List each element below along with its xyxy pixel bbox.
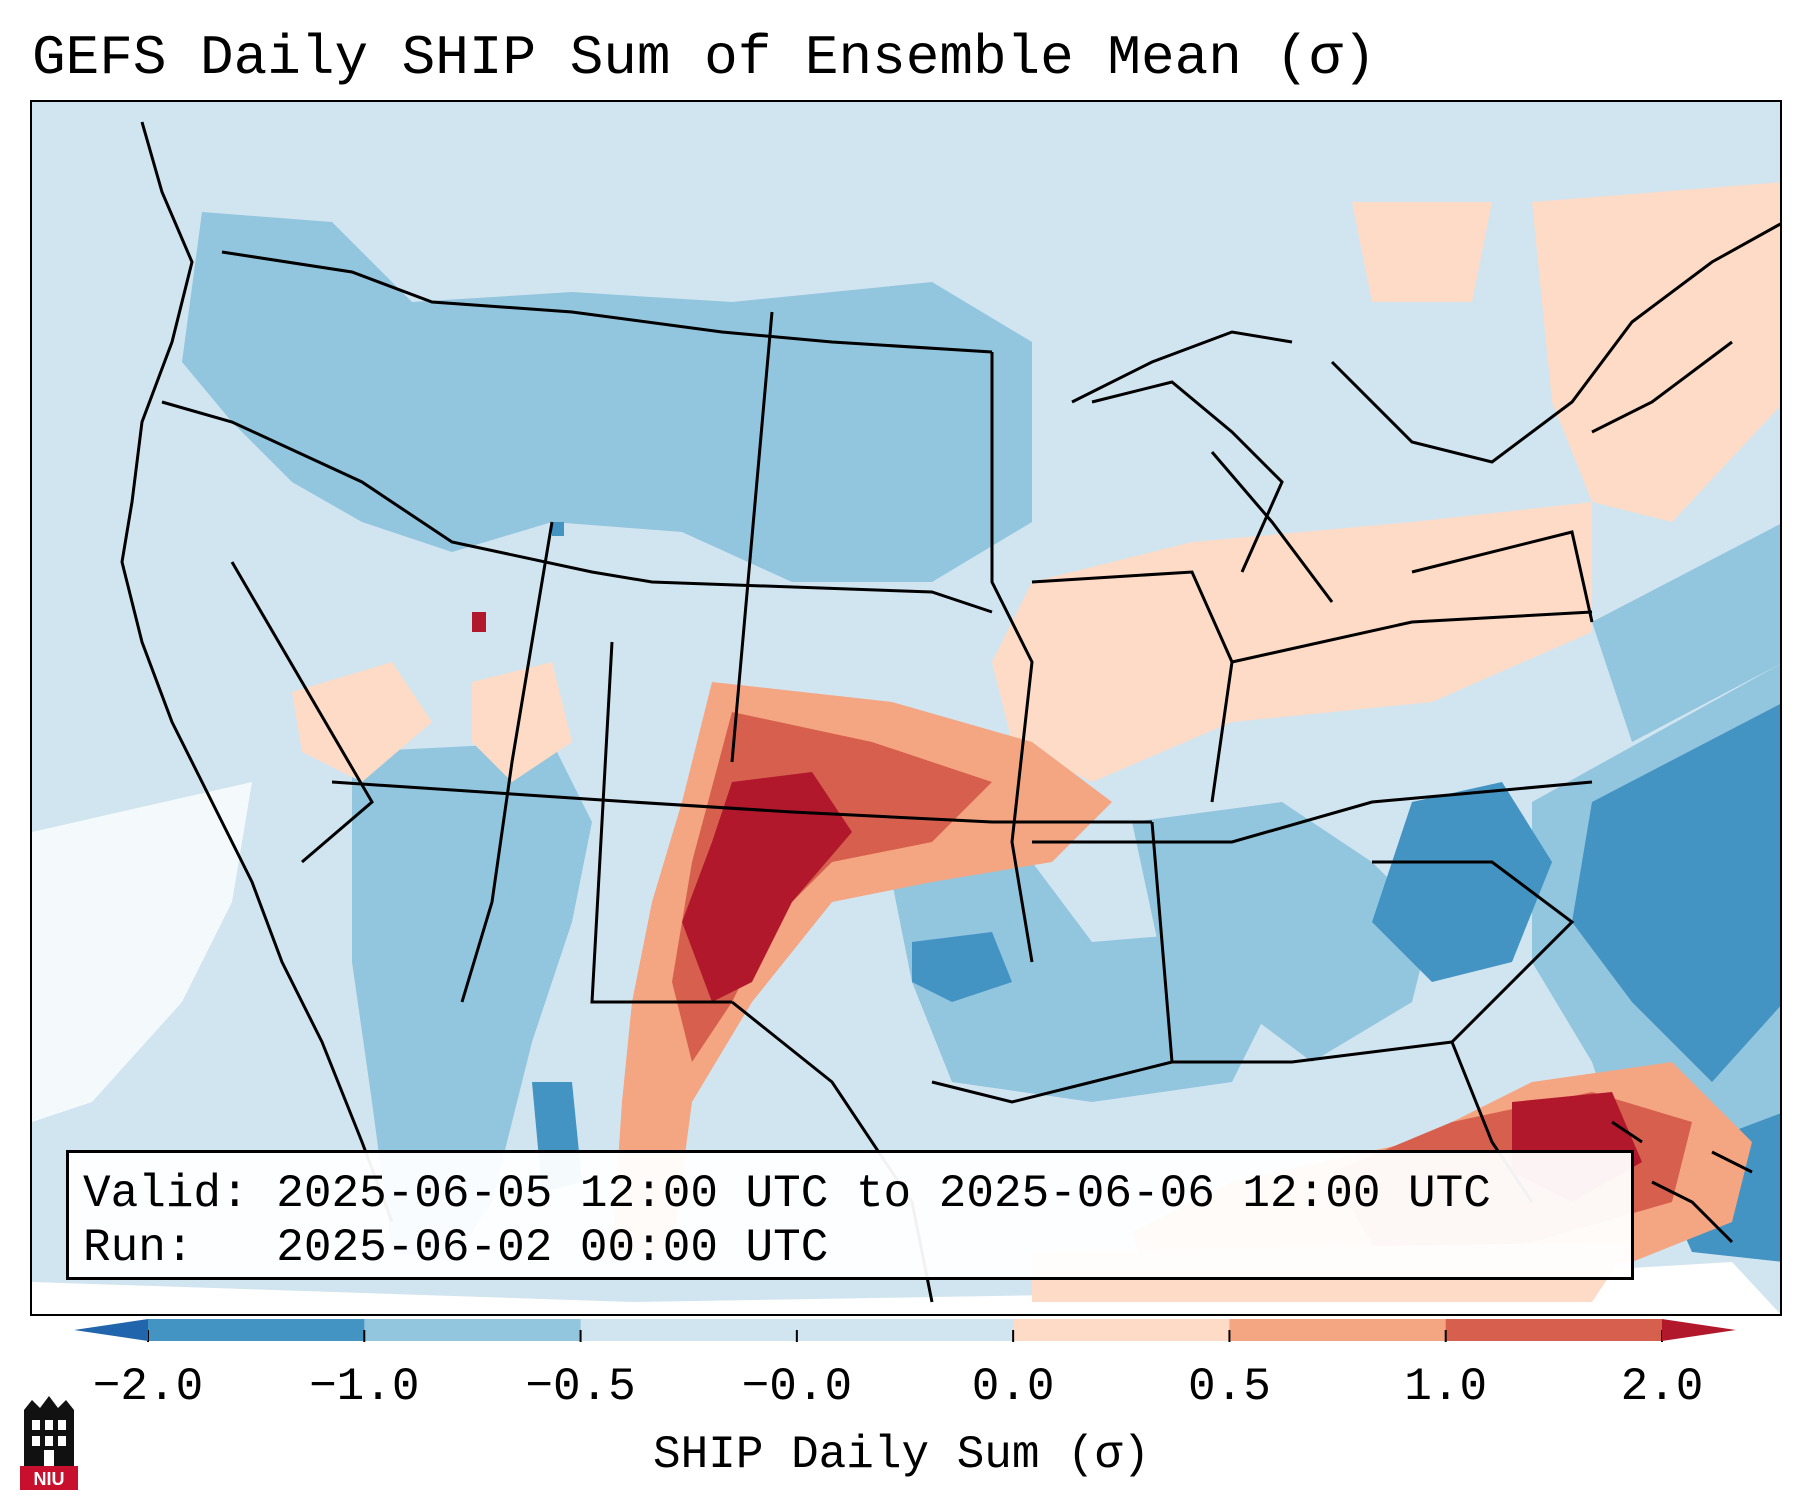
niu-logo-icon: NIU <box>20 1396 78 1490</box>
valid-value: 2025-06-05 12:00 UTC to 2025-06-06 12:00… <box>276 1168 1491 1220</box>
map-panel <box>30 100 1782 1316</box>
colorbar-segment <box>1445 1319 1663 1341</box>
valid-line: Valid: 2025-06-05 12:00 UTC to 2025-06-0… <box>83 1167 1631 1221</box>
colorbar-tick-label: 1.0 <box>1404 1361 1488 1413</box>
valid-label: Valid: <box>83 1168 249 1220</box>
colorbar-label: SHIP Daily Sum (σ) <box>653 1429 1150 1481</box>
colorbar-tick-label: −0.5 <box>525 1361 636 1413</box>
colorbar-segment <box>364 1319 582 1341</box>
colorbar-segment <box>796 1319 1014 1341</box>
colorbar-segment <box>1013 1319 1230 1341</box>
colorbar-tick-label: −2.0 <box>92 1361 204 1413</box>
logo-text: NIU <box>34 1469 65 1489</box>
run-label: Run: <box>83 1222 194 1274</box>
colorbar-segment <box>580 1319 798 1341</box>
colorbar-tick-label: −0.0 <box>741 1361 853 1413</box>
island-outlines <box>1611 1120 1753 1244</box>
state-boundaries <box>120 121 1780 1303</box>
run-value: 2025-06-02 00:00 UTC <box>276 1222 829 1274</box>
run-line: Run: 2025-06-02 00:00 UTC <box>83 1221 1631 1275</box>
colorbar-tick-label: −1.0 <box>309 1361 420 1413</box>
colorbar-segment <box>148 1319 365 1341</box>
colorbar-tick-label: 0.5 <box>1188 1361 1271 1413</box>
map-title: GEFS Daily SHIP Sum of Ensemble Mean (σ) <box>32 26 1377 90</box>
colorbar-segment <box>1229 1319 1447 1341</box>
valid-run-info-box: Valid: 2025-06-05 12:00 UTC to 2025-06-0… <box>66 1150 1634 1280</box>
colorbar <box>74 1319 1736 1342</box>
colorbar-tick-label: 0.0 <box>971 1361 1055 1413</box>
map-canvas <box>32 102 1780 1314</box>
colorbar-tick-label: 2.0 <box>1620 1361 1704 1413</box>
colorbar-under-arrow <box>74 1319 148 1341</box>
colorbar-over-arrow <box>1662 1319 1736 1341</box>
